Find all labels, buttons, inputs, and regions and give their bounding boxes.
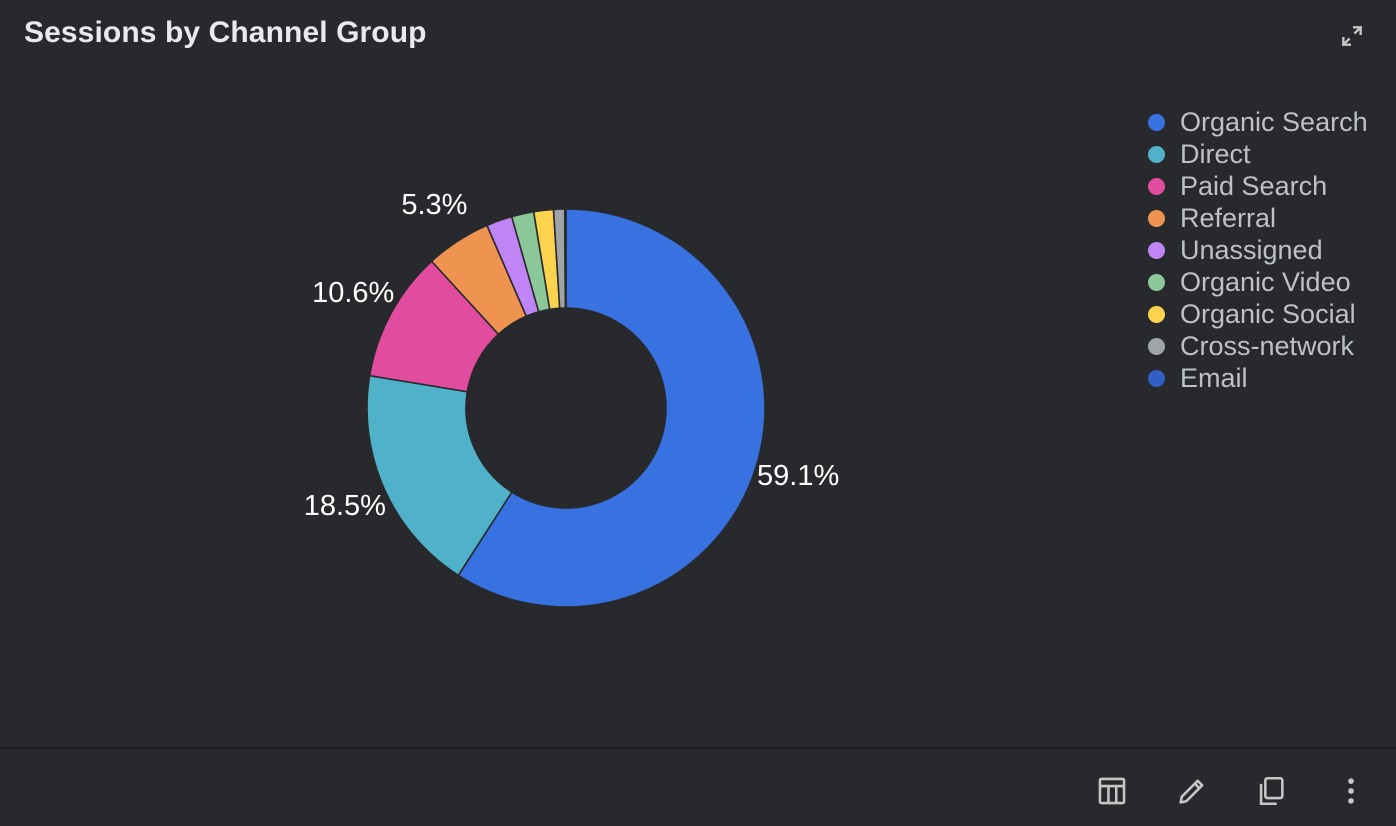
legend-swatch	[1148, 305, 1165, 323]
expand-icon[interactable]	[1336, 20, 1368, 52]
chart-title: Sessions by Channel Group	[24, 16, 427, 49]
legend-label: Organic Video	[1180, 266, 1351, 297]
legend-item-organic-video[interactable]: Organic Video	[1148, 266, 1368, 298]
legend-swatch	[1148, 241, 1165, 259]
legend-swatch	[1148, 337, 1165, 355]
legend-label: Organic Social	[1180, 298, 1356, 329]
legend-item-direct[interactable]: Direct	[1148, 138, 1368, 170]
legend-swatch	[1148, 273, 1165, 291]
legend-item-unassigned[interactable]: Unassigned	[1148, 234, 1368, 266]
donut-data-labels: 59.1% 18.5% 10.6% 5.3%	[304, 189, 840, 522]
legend-label: Paid Search	[1180, 170, 1328, 201]
legend-item-organic-search[interactable]: Organic Search	[1148, 106, 1368, 138]
legend-label: Direct	[1180, 138, 1251, 169]
legend-label: Referral	[1180, 202, 1277, 233]
data-label-referral: 5.3%	[401, 189, 467, 221]
donut-chart: 59.1% 18.5% 10.6% 5.3%	[304, 189, 840, 608]
slice-email[interactable]	[563, 208, 567, 309]
legend-swatch	[1148, 369, 1165, 387]
legend-label: Unassigned	[1180, 234, 1323, 265]
footer-divider	[0, 747, 1396, 749]
legend-item-cross-network[interactable]: Cross-network	[1148, 330, 1368, 362]
legend-item-paid-search[interactable]: Paid Search	[1148, 170, 1368, 202]
card-toolbar	[0, 749, 1396, 826]
legend-item-organic-social[interactable]: Organic Social	[1148, 298, 1368, 330]
data-label-paid-search: 10.6%	[312, 277, 394, 309]
legend-swatch	[1148, 145, 1165, 163]
data-label-direct: 18.5%	[304, 490, 386, 522]
slice-organic-search[interactable]	[457, 208, 766, 608]
legend-label: Organic Search	[1180, 106, 1368, 137]
chart-legend: Organic Search Direct Paid Search Referral U…	[1148, 106, 1368, 394]
legend-swatch	[1148, 177, 1165, 195]
legend-label: Cross-network	[1180, 330, 1355, 361]
more-vert-icon[interactable]	[1333, 773, 1369, 809]
copy-icon[interactable]	[1253, 773, 1289, 809]
slice-direct[interactable]	[366, 374, 513, 577]
legend-swatch	[1148, 113, 1165, 131]
legend-swatch	[1148, 209, 1165, 227]
table-icon[interactable]	[1094, 773, 1130, 809]
legend-label: Email	[1180, 362, 1248, 393]
donut-slices	[366, 208, 766, 608]
legend-item-email[interactable]: Email	[1148, 362, 1368, 394]
legend-item-referral[interactable]: Referral	[1148, 202, 1368, 234]
edit-pencil-icon[interactable]	[1174, 773, 1210, 809]
data-label-organic-search: 59.1%	[757, 460, 839, 492]
